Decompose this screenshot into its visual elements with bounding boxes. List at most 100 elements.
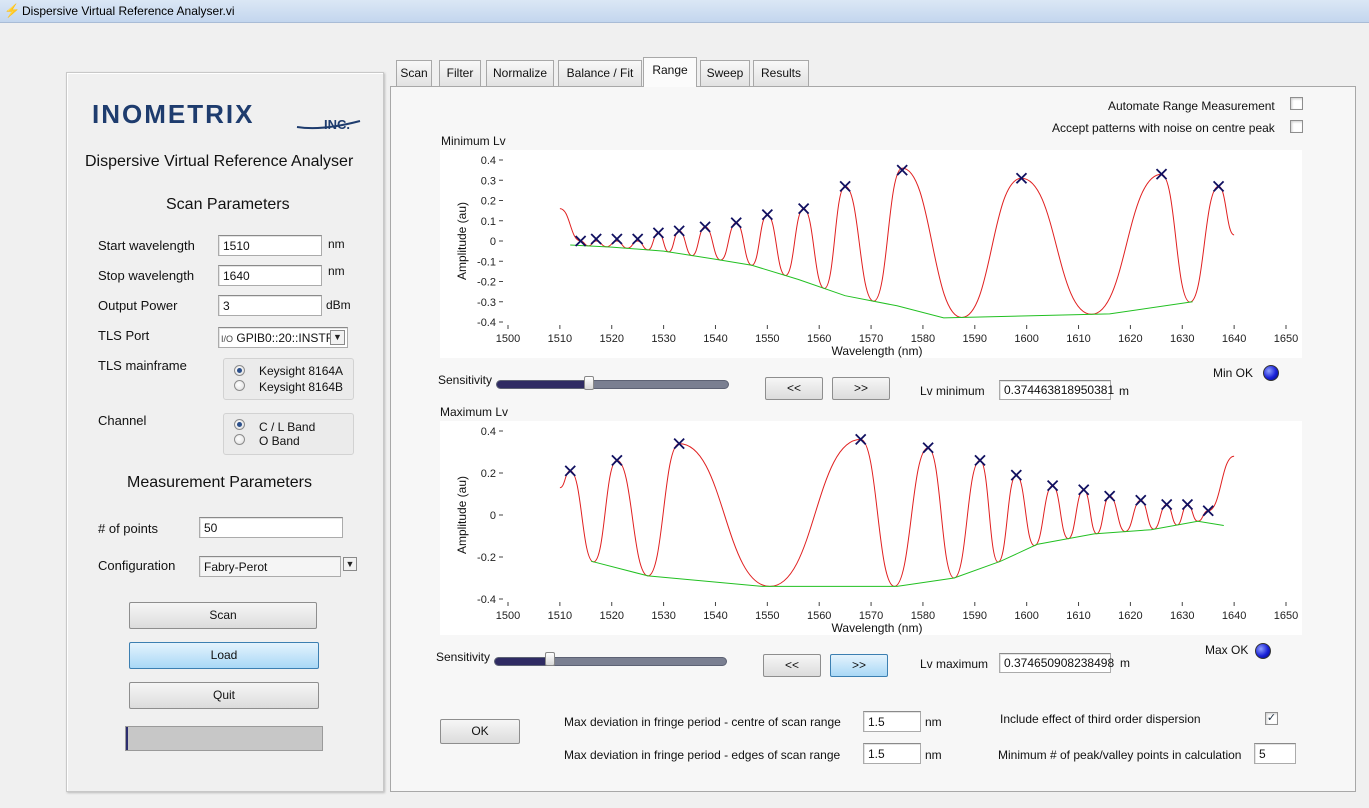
tab-normalize[interactable]: Normalize <box>486 60 554 86</box>
tls-mainframe-group <box>223 358 354 400</box>
max-ok-indicator <box>1255 643 1271 659</box>
output-power-input[interactable]: 3 <box>218 295 322 316</box>
min-next-button[interactable]: >> <box>832 377 890 400</box>
x-tick-label: 1510 <box>548 333 572 345</box>
chevron-down-icon[interactable]: ▼ <box>330 330 345 345</box>
min-points-input[interactable]: 5 <box>1254 743 1296 764</box>
max-ok-label: Max OK <box>1205 643 1249 657</box>
io-icon: I/O <box>221 334 234 344</box>
third-order-checkbox[interactable]: ✓ <box>1265 712 1278 725</box>
peak-marker <box>1181 498 1194 511</box>
peak-marker <box>974 454 986 467</box>
x-tick-label: 1650 <box>1274 610 1298 622</box>
x-tick-label: 1580 <box>911 610 935 622</box>
x-tick-label: 1530 <box>651 333 675 345</box>
configuration-label: Configuration <box>98 558 176 573</box>
x-tick-label: 1500 <box>496 333 520 345</box>
window-title: Dispersive Virtual Reference Analyser.vi <box>22 4 235 18</box>
tls-port-value: GPIB0::20::INSTR <box>236 331 335 345</box>
dev-edges-input[interactable]: 1.5 <box>863 743 921 764</box>
tab-filter[interactable]: Filter <box>439 60 481 86</box>
min-ok-indicator <box>1263 365 1279 381</box>
min-sensitivity-slider[interactable] <box>496 380 729 389</box>
scan-button[interactable]: Scan <box>129 602 317 629</box>
min-sensitivity-thumb[interactable] <box>584 376 595 390</box>
channel-radio-cl[interactable] <box>234 419 245 430</box>
lv-min-label: Lv minimum <box>920 384 985 398</box>
peak-marker <box>1161 498 1173 511</box>
x-tick-label: 1540 <box>703 333 727 345</box>
stop-wavelength-input[interactable]: 1640 <box>218 265 322 286</box>
tab-sweep[interactable]: Sweep <box>700 60 750 86</box>
mainframe-radio-8164a[interactable] <box>234 365 245 376</box>
channel-option-o: O Band <box>259 434 300 448</box>
dev-edges-label: Max deviation in fringe period - edges o… <box>564 748 841 762</box>
output-power-unit: dBm <box>326 298 351 312</box>
output-power-label: Output Power <box>98 298 178 313</box>
x-tick-label: 1500 <box>496 610 520 622</box>
y-tick-label: -0.2 <box>477 552 496 564</box>
tab-results[interactable]: Results <box>753 60 809 86</box>
peak-marker <box>1015 172 1028 184</box>
num-points-input[interactable]: 50 <box>199 517 343 538</box>
tab-range[interactable]: Range <box>643 57 697 87</box>
automate-range-checkbox[interactable] <box>1290 97 1303 110</box>
x-tick-label: 1570 <box>859 333 883 345</box>
dev-centre-input[interactable]: 1.5 <box>863 711 921 732</box>
lv-max-label: Lv maximum <box>920 657 989 671</box>
x-tick-label: 1560 <box>807 333 831 345</box>
x-axis-label: Wavelength (nm) <box>832 621 923 635</box>
peak-marker <box>574 235 587 247</box>
tls-port-select[interactable]: I/O GPIB0::20::INSTR <box>218 327 348 348</box>
tab-scan[interactable]: Scan <box>396 60 432 86</box>
peak-marker <box>730 217 742 229</box>
mainframe-radio-8164b[interactable] <box>234 380 245 391</box>
min-prev-button[interactable]: << <box>765 377 823 400</box>
dev-centre-unit: nm <box>925 715 942 729</box>
x-tick-label: 1620 <box>1118 610 1142 622</box>
load-button[interactable]: Load <box>129 642 319 669</box>
max-next-button[interactable]: >> <box>830 654 888 677</box>
ok-button[interactable]: OK <box>440 719 520 744</box>
peak-marker <box>1010 469 1022 481</box>
mainframe-option-8164b: Keysight 8164B <box>259 380 344 394</box>
accept-noise-checkbox[interactable] <box>1290 120 1303 133</box>
logo-text: INOMETRIX <box>92 99 254 129</box>
min-sensitivity-fill <box>497 381 590 388</box>
signal-line <box>559 438 1235 587</box>
peak-marker <box>1202 505 1214 517</box>
peak-marker <box>1078 484 1090 496</box>
dev-centre-label: Max deviation in fringe period - centre … <box>564 715 841 729</box>
peak-marker <box>699 221 711 233</box>
channel-option-cl: C / L Band <box>259 420 316 434</box>
company-logo: INOMETRIX INC. <box>92 97 382 137</box>
y-axis-label: Amplitude (au) <box>455 476 469 554</box>
max-prev-button[interactable]: << <box>763 654 821 677</box>
max-plot-title: Maximum Lv <box>440 405 509 419</box>
max-sensitivity-thumb[interactable] <box>544 652 555 666</box>
accept-noise-label: Accept patterns with noise on centre pea… <box>1052 121 1275 135</box>
quit-button[interactable]: Quit <box>129 682 319 709</box>
x-tick-label: 1570 <box>859 610 883 622</box>
y-tick-label: 0.3 <box>481 175 496 187</box>
x-tick-label: 1640 <box>1222 333 1246 345</box>
progress-fill <box>126 727 128 750</box>
channel-label: Channel <box>98 413 147 428</box>
x-tick-label: 1530 <box>651 610 675 622</box>
x-tick-label: 1590 <box>963 333 987 345</box>
x-tick-label: 1550 <box>755 610 779 622</box>
peak-marker <box>839 180 851 192</box>
max-sensitivity-fill <box>495 658 551 665</box>
max-sensitivity-slider[interactable] <box>494 657 727 666</box>
peak-marker <box>798 202 810 215</box>
tab-balance-fit[interactable]: Balance / Fit <box>558 60 642 86</box>
lv-min-unit: m <box>1119 384 1129 398</box>
y-tick-label: -0.4 <box>477 594 496 606</box>
max-sensitivity-label: Sensitivity <box>436 650 491 664</box>
configuration-dropdown-icon[interactable]: ▼ <box>343 557 357 571</box>
min-plot-title: Minimum Lv <box>441 134 506 148</box>
configuration-select[interactable]: Fabry-Perot <box>199 556 341 577</box>
channel-radio-o[interactable] <box>234 434 245 445</box>
peak-marker <box>1212 180 1225 192</box>
start-wavelength-input[interactable]: 1510 <box>218 235 322 256</box>
